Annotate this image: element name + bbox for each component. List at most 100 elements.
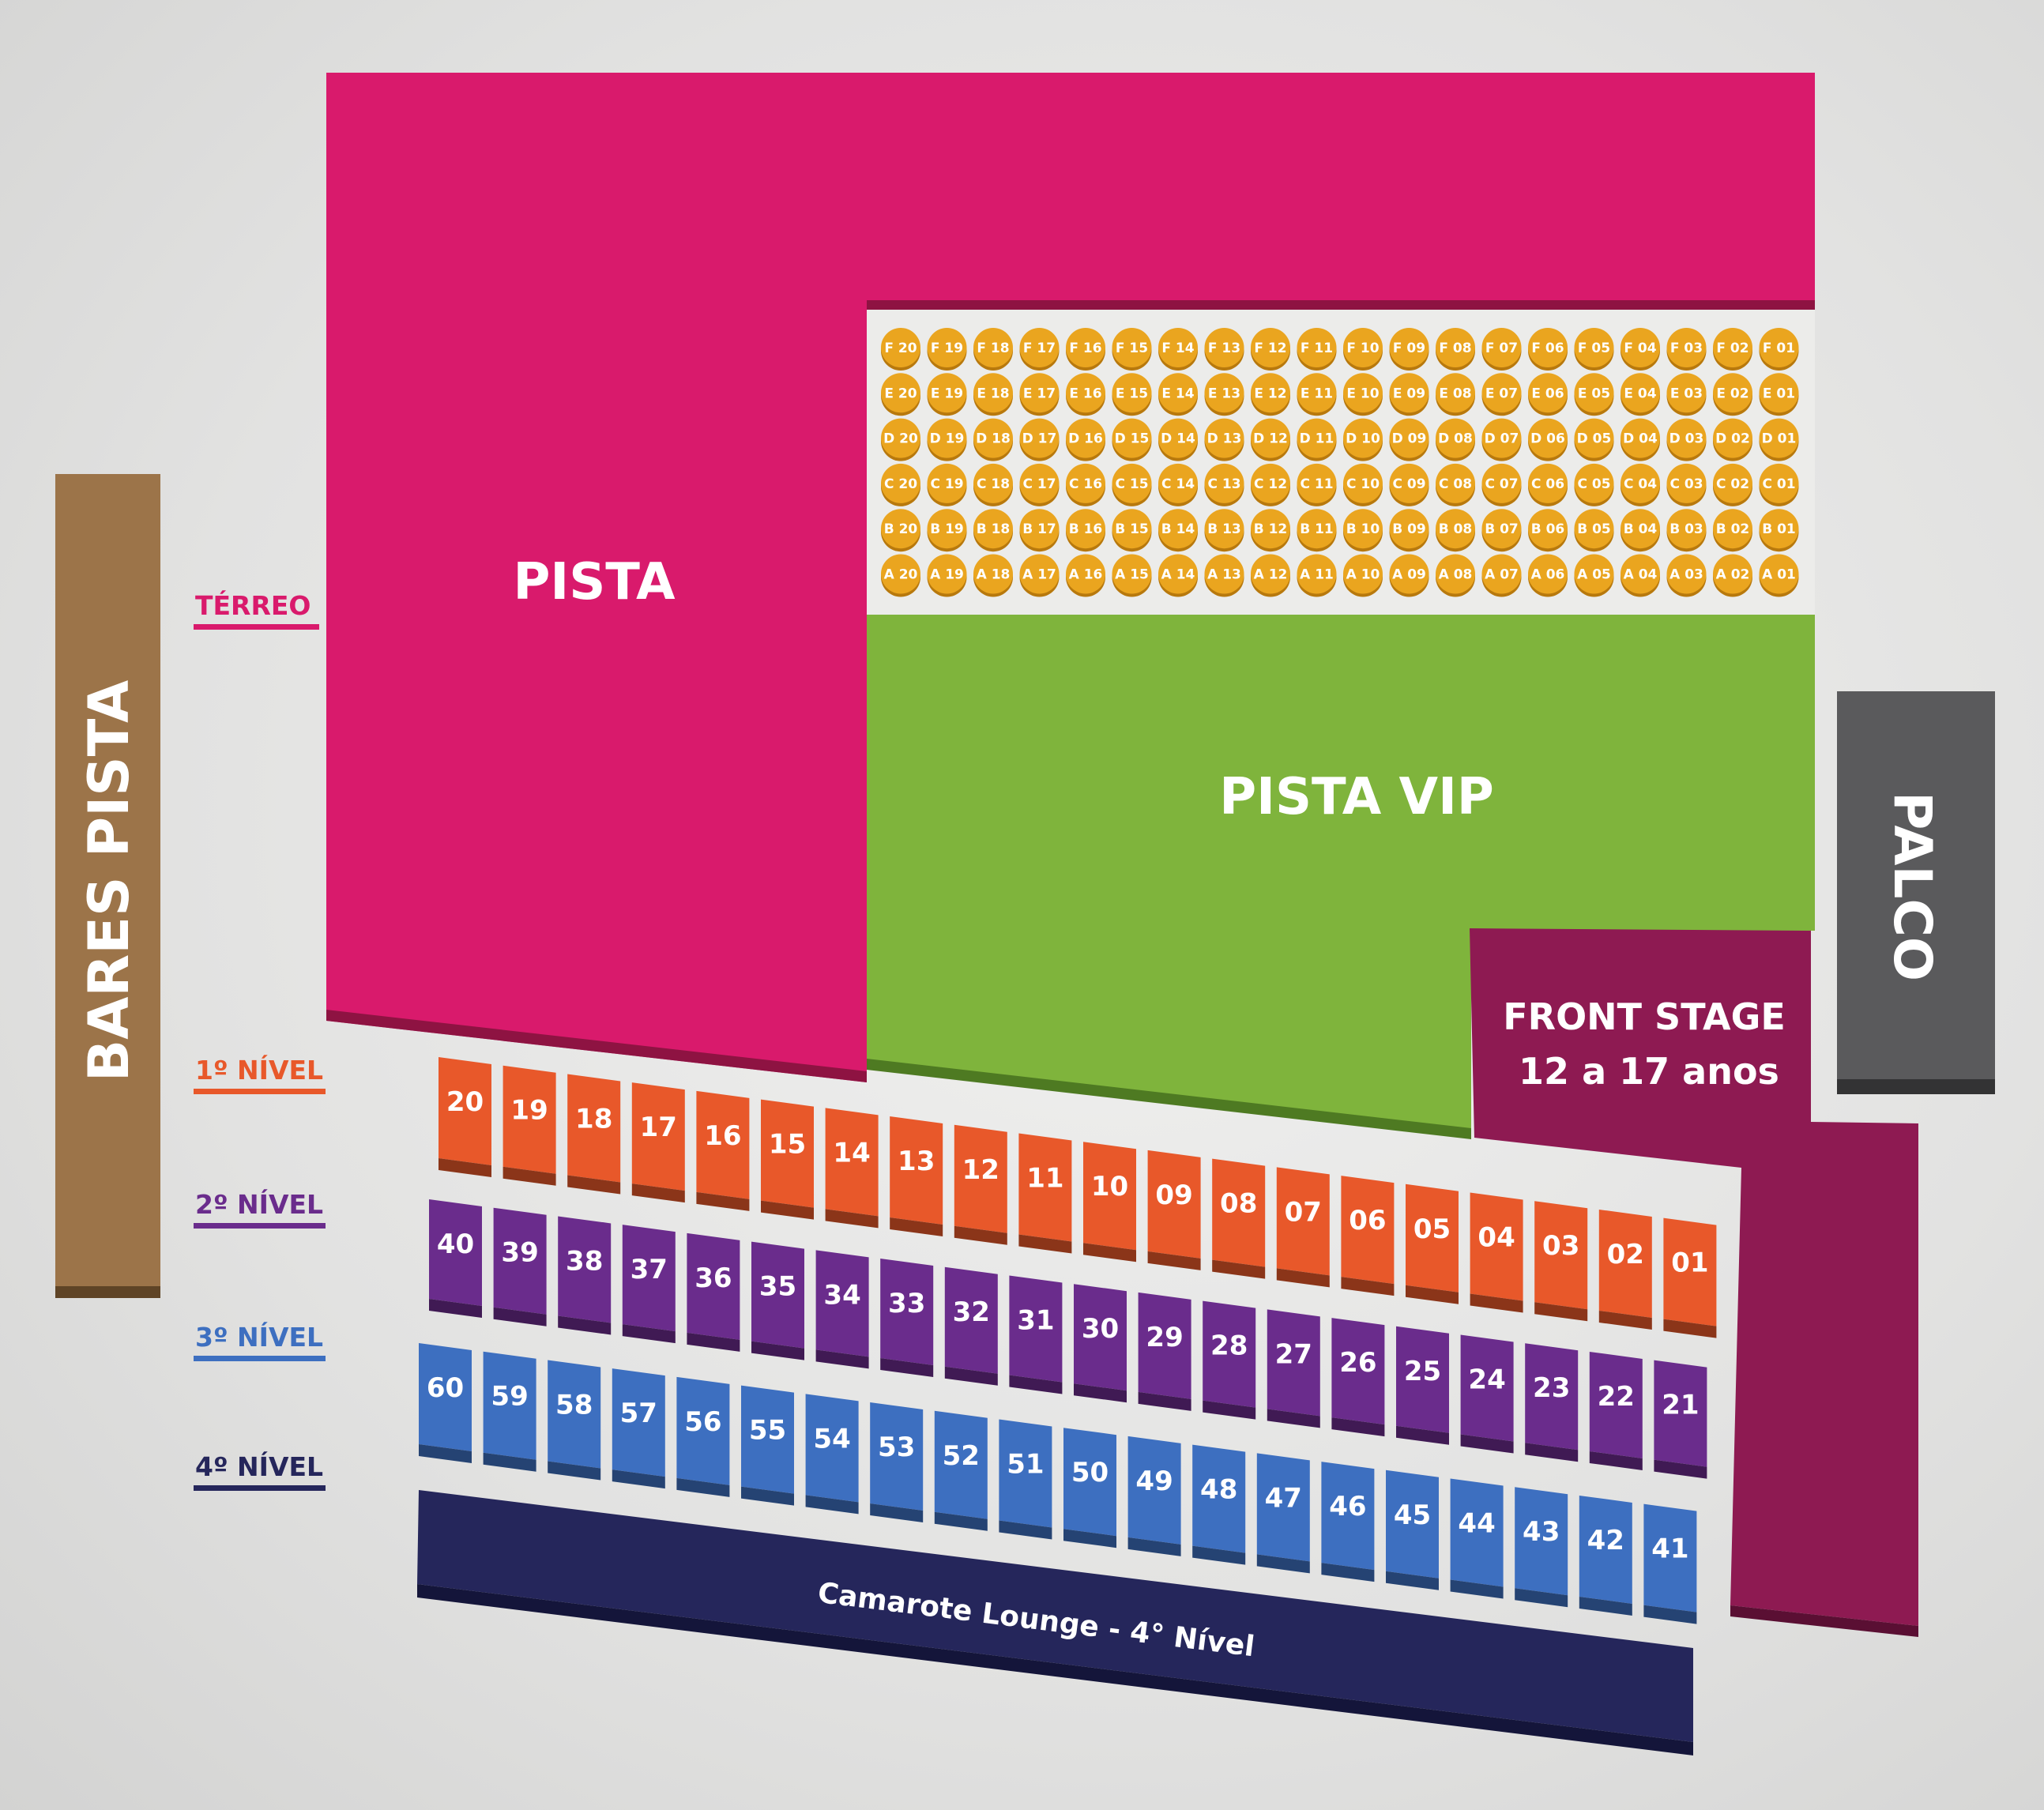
seat[interactable]: F 17: [1019, 328, 1060, 371]
seat[interactable]: E 16: [1066, 373, 1105, 416]
seat[interactable]: F 12: [1251, 328, 1290, 371]
seat[interactable]: A 02: [1713, 554, 1752, 597]
seat[interactable]: A 07: [1481, 554, 1522, 597]
camarote-box[interactable]: 40: [429, 1199, 482, 1318]
seat[interactable]: A 10: [1343, 554, 1383, 597]
pista-zone[interactable]: PISTA: [326, 73, 1815, 1082]
camarote-box[interactable]: 03: [1534, 1201, 1588, 1322]
seat[interactable]: C 12: [1251, 463, 1290, 506]
camarote-box[interactable]: 07: [1276, 1167, 1330, 1288]
seat[interactable]: F 13: [1204, 328, 1244, 371]
seat[interactable]: C 20: [881, 463, 920, 506]
seat[interactable]: D 06: [1528, 418, 1568, 461]
seat[interactable]: F 02: [1713, 328, 1752, 371]
camarote-box[interactable]: 47: [1256, 1453, 1310, 1574]
seat[interactable]: D 05: [1574, 418, 1614, 461]
seat[interactable]: D 07: [1481, 418, 1522, 461]
seat[interactable]: A 20: [881, 554, 920, 597]
camarote-box[interactable]: 55: [741, 1385, 794, 1506]
camarote-box[interactable]: 12: [954, 1124, 1007, 1245]
camarote-box[interactable]: 29: [1138, 1292, 1191, 1411]
seat[interactable]: C 05: [1574, 463, 1614, 506]
seat[interactable]: C 07: [1481, 463, 1522, 506]
seat[interactable]: D 02: [1713, 418, 1752, 461]
seat[interactable]: C 06: [1528, 463, 1568, 506]
seat[interactable]: B 05: [1574, 509, 1614, 552]
camarote-lounge-zone[interactable]: Camarote Lounge - 4° Nível: [417, 1490, 1693, 1755]
seat[interactable]: D 04: [1621, 418, 1660, 461]
seat[interactable]: C 18: [973, 463, 1013, 506]
seat[interactable]: E 13: [1204, 373, 1244, 416]
camarote-box[interactable]: 21: [1654, 1360, 1707, 1479]
camarote-box[interactable]: 04: [1470, 1192, 1523, 1313]
seat[interactable]: D 09: [1389, 418, 1429, 461]
seat[interactable]: A 12: [1251, 554, 1290, 597]
camarote-box[interactable]: 53: [870, 1402, 924, 1523]
seat[interactable]: F 10: [1343, 328, 1383, 371]
seat[interactable]: F 11: [1297, 328, 1337, 371]
camarote-box[interactable]: 59: [483, 1351, 536, 1472]
camarote-box[interactable]: 30: [1074, 1284, 1127, 1403]
camarote-box[interactable]: 43: [1515, 1487, 1568, 1608]
seat[interactable]: A 18: [973, 554, 1013, 597]
seat[interactable]: B 07: [1481, 509, 1522, 552]
seat[interactable]: F 04: [1621, 328, 1660, 371]
camarote-box[interactable]: 10: [1083, 1142, 1136, 1262]
seat[interactable]: A 09: [1389, 554, 1429, 597]
seat[interactable]: A 19: [927, 554, 967, 597]
camarote-box[interactable]: 60: [419, 1343, 472, 1463]
seat[interactable]: E 20: [881, 373, 920, 416]
seat[interactable]: E 05: [1574, 373, 1614, 416]
seat[interactable]: A 03: [1666, 554, 1707, 597]
seat[interactable]: B 14: [1158, 509, 1198, 552]
camarote-box[interactable]: 22: [1589, 1351, 1643, 1470]
camarote-box[interactable]: 56: [676, 1376, 730, 1497]
seat[interactable]: F 08: [1436, 328, 1475, 371]
camarote-box[interactable]: 25: [1396, 1326, 1449, 1445]
seat[interactable]: B 03: [1666, 509, 1707, 552]
camarote-box[interactable]: 45: [1386, 1469, 1439, 1590]
camarote-box[interactable]: 44: [1450, 1478, 1504, 1599]
seat[interactable]: F 09: [1389, 328, 1429, 371]
seat[interactable]: B 20: [881, 509, 920, 552]
front-stage-zone[interactable]: FRONT STAGE 12 a 17 anos: [1470, 928, 1918, 1637]
seat[interactable]: F 01: [1759, 328, 1799, 371]
seat[interactable]: A 13: [1204, 554, 1244, 597]
seat[interactable]: B 17: [1019, 509, 1060, 552]
seat[interactable]: A 06: [1528, 554, 1568, 597]
seat[interactable]: B 18: [973, 509, 1013, 552]
seat[interactable]: A 04: [1621, 554, 1660, 597]
bares-pista-zone[interactable]: BARES PISTA: [55, 474, 160, 1298]
seat[interactable]: C 09: [1389, 463, 1429, 506]
seat[interactable]: E 09: [1389, 373, 1429, 416]
seat[interactable]: E 11: [1297, 373, 1337, 416]
camarote-box[interactable]: 06: [1341, 1176, 1395, 1296]
seat[interactable]: D 18: [973, 418, 1013, 461]
seat[interactable]: A 11: [1297, 554, 1337, 597]
camarote-box[interactable]: 32: [944, 1266, 998, 1386]
seat[interactable]: A 16: [1066, 554, 1105, 597]
seat[interactable]: D 16: [1066, 418, 1105, 461]
seat[interactable]: D 14: [1158, 418, 1198, 461]
seat[interactable]: D 10: [1343, 418, 1383, 461]
camarote-box[interactable]: 35: [751, 1241, 804, 1360]
camarote-box[interactable]: 09: [1147, 1150, 1201, 1270]
seat[interactable]: B 15: [1112, 509, 1152, 552]
seat[interactable]: C 04: [1621, 463, 1660, 506]
camarote-box[interactable]: 14: [825, 1108, 879, 1229]
camarote-box[interactable]: 31: [1009, 1275, 1063, 1394]
seat[interactable]: F 20: [881, 328, 920, 371]
camarote-box[interactable]: 41: [1643, 1503, 1697, 1624]
seat[interactable]: D 12: [1251, 418, 1290, 461]
seat[interactable]: E 08: [1436, 373, 1475, 416]
camarote-box[interactable]: 02: [1598, 1209, 1652, 1330]
palco-zone[interactable]: PALCO: [1837, 691, 1995, 1094]
seat[interactable]: F 06: [1528, 328, 1568, 371]
seat[interactable]: C 16: [1066, 463, 1105, 506]
camarote-box[interactable]: 08: [1212, 1158, 1266, 1279]
camarote-box[interactable]: 46: [1321, 1462, 1375, 1582]
camarote-box[interactable]: 57: [612, 1368, 665, 1489]
seat[interactable]: D 17: [1019, 418, 1060, 461]
seat[interactable]: C 15: [1112, 463, 1152, 506]
camarote-box[interactable]: 50: [1063, 1428, 1116, 1548]
